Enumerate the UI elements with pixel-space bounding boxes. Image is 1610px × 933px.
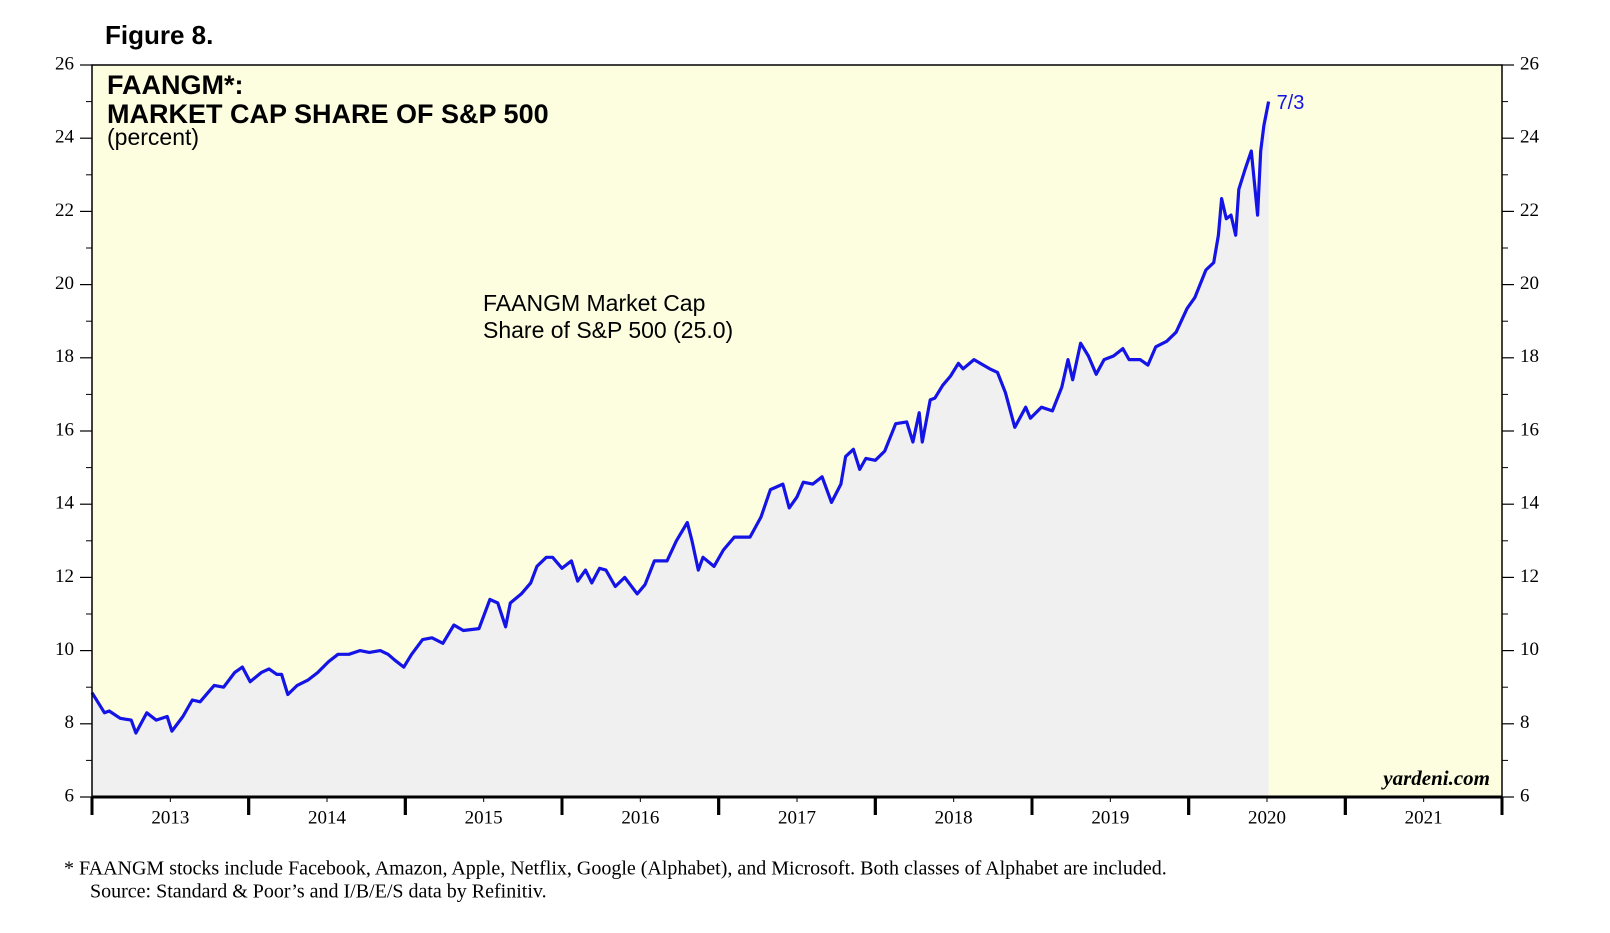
x-tick-label: 2017 bbox=[778, 807, 816, 828]
y2-tick-label: 24 bbox=[1520, 127, 1540, 148]
footnote: Source: Standard & Poor’s and I/B/E/S da… bbox=[90, 881, 547, 903]
x-tick-label: 2018 bbox=[935, 807, 973, 828]
end-label: 7/3 bbox=[1277, 92, 1305, 114]
chart-title: FAANGM*: bbox=[107, 70, 244, 100]
y2-tick-label: 20 bbox=[1520, 273, 1539, 294]
y-tick-label: 12 bbox=[55, 566, 74, 587]
y2-tick-label: 10 bbox=[1520, 639, 1539, 660]
x-tick-label: 2015 bbox=[465, 807, 503, 828]
chart-title: MARKET CAP SHARE OF S&P 500 bbox=[107, 99, 549, 129]
x-tick-label: 2016 bbox=[621, 807, 659, 828]
annotation: Share of S&P 500 (25.0) bbox=[483, 317, 733, 343]
y-tick-label: 22 bbox=[55, 200, 74, 221]
y-tick-label: 24 bbox=[55, 127, 75, 148]
x-tick-label: 2019 bbox=[1091, 807, 1129, 828]
y2-tick-label: 14 bbox=[1520, 493, 1540, 514]
x-tick-label: 2014 bbox=[308, 807, 347, 828]
y2-tick-label: 6 bbox=[1520, 785, 1530, 806]
x-tick-label: 2021 bbox=[1405, 807, 1443, 828]
y-tick-label: 10 bbox=[55, 639, 74, 660]
y-tick-label: 20 bbox=[55, 273, 74, 294]
area bbox=[92, 101, 1269, 798]
y-tick-label: 26 bbox=[55, 53, 74, 74]
y-tick-label: 6 bbox=[65, 785, 75, 806]
y-tick-label: 8 bbox=[65, 712, 75, 733]
unit-label: (percent) bbox=[107, 124, 199, 150]
source-mark: yardeni.com bbox=[1380, 766, 1490, 790]
figure-label: Figure 8. bbox=[105, 20, 213, 50]
y2-tick-label: 18 bbox=[1520, 346, 1539, 367]
y2-tick-label: 8 bbox=[1520, 712, 1530, 733]
y-tick-label: 16 bbox=[55, 419, 74, 440]
y2-tick-label: 26 bbox=[1520, 53, 1539, 74]
y2-tick-label: 22 bbox=[1520, 200, 1539, 221]
y2-tick-label: 12 bbox=[1520, 566, 1539, 587]
annotation: FAANGM Market Cap bbox=[483, 290, 705, 316]
x-tick-label: 2013 bbox=[151, 807, 189, 828]
x-tick-label: 2020 bbox=[1248, 807, 1286, 828]
y2-tick-label: 16 bbox=[1520, 419, 1539, 440]
footnote: * FAANGM stocks include Facebook, Amazon… bbox=[64, 858, 1167, 880]
y-tick-label: 14 bbox=[55, 493, 75, 514]
line bbox=[90, 101, 1271, 735]
y-tick-label: 18 bbox=[55, 346, 74, 367]
